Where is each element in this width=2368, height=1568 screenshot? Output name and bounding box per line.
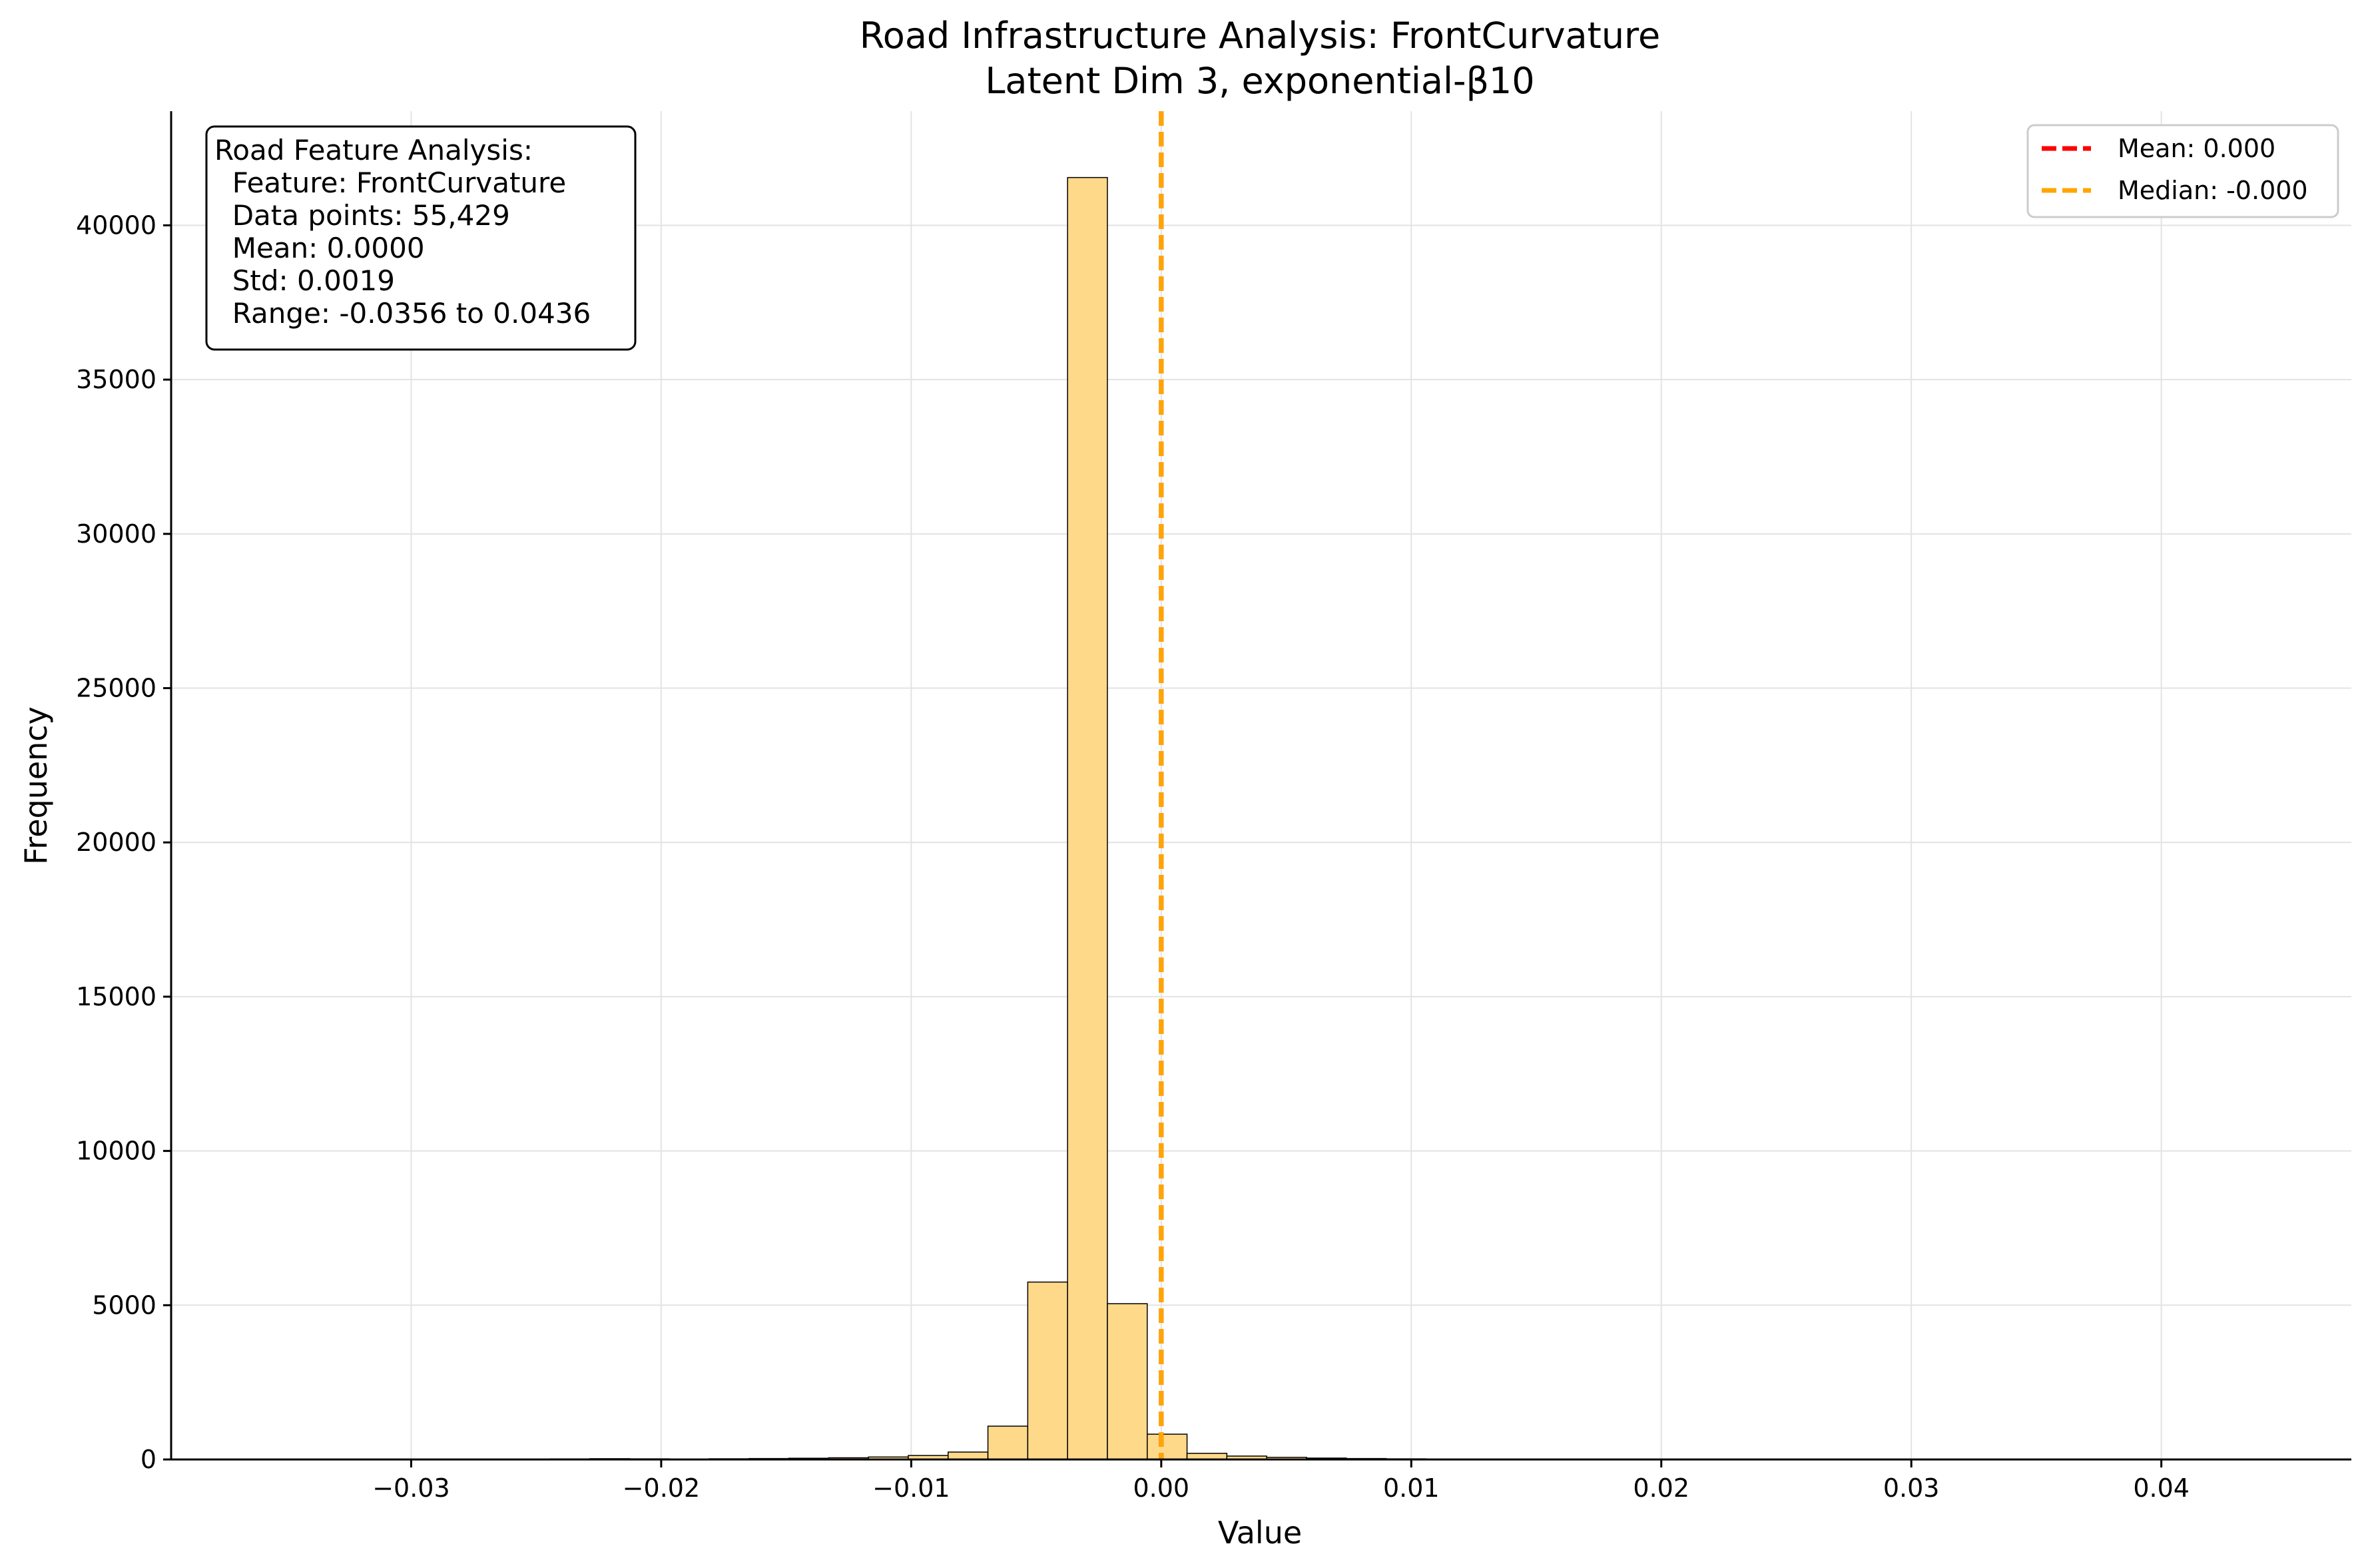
histogram-bar: [1067, 176, 1108, 1460]
chart-title: Road Infrastructure Analysis: FrontCurva…: [860, 15, 1661, 57]
stats-line: Road Feature Analysis:: [214, 134, 533, 166]
x-tick-label: 0.03: [1883, 1473, 1940, 1503]
y-axis-ticks: 0 5000 10000 15000 20000 25000 30000 35000 40000: [76, 210, 171, 1474]
histogram-bar: [1147, 1434, 1188, 1460]
legend-frame: [2026, 124, 2339, 218]
histogram-bars: [270, 176, 2263, 1460]
x-tick-label: −0.03: [372, 1473, 449, 1503]
stats-line: Range: -0.0356 to 0.0436: [214, 297, 591, 330]
legend-mean-label: Mean: 0.000: [2118, 134, 2275, 163]
histogram-bar: [987, 1426, 1029, 1460]
x-tick-label: −0.01: [872, 1473, 950, 1503]
x-tick-label: 0.02: [1633, 1473, 1689, 1503]
y-tick-label: 40000: [76, 210, 156, 240]
y-axis-label: Frequency: [18, 706, 54, 865]
histogram-bar: [1027, 1281, 1068, 1460]
y-tick-label: 25000: [76, 674, 156, 703]
x-tick-label: −0.02: [623, 1473, 700, 1503]
x-tick-label: 0.01: [1383, 1473, 1440, 1503]
histogram-bar: [948, 1451, 989, 1460]
stats-line: Data points: 55,429: [214, 199, 510, 232]
y-tick-label: 15000: [76, 982, 156, 1011]
y-tick-label: 20000: [76, 828, 156, 857]
y-tick-label: 0: [141, 1445, 156, 1474]
x-tick-label: 0.00: [1133, 1473, 1190, 1503]
y-tick-label: 10000: [76, 1137, 156, 1166]
y-tick-label: 35000: [76, 365, 156, 394]
y-tick-label: 5000: [92, 1290, 156, 1320]
x-axis-label: Value: [1218, 1515, 1302, 1551]
stats-line: Std: 0.0019: [214, 264, 395, 297]
chart-subtitle: Latent Dim 3, exponential-β10: [985, 60, 1534, 102]
stats-text: Road Feature Analysis: Feature: FrontCur…: [214, 134, 591, 330]
stats-box-frame: [205, 125, 637, 351]
histogram-bar: [1107, 1303, 1148, 1460]
x-axis-ticks: −0.03 −0.02 −0.01 0.00 0.01 0.02 0.03 0.04: [372, 1459, 2190, 1503]
stats-line: Mean: 0.0000: [214, 232, 425, 264]
stats-line: Feature: FrontCurvature: [214, 166, 566, 199]
y-tick-label: 30000: [76, 519, 156, 549]
legend: Mean: 0.000 Median: -0.000: [2026, 124, 2339, 218]
x-tick-label: 0.04: [2133, 1473, 2190, 1503]
legend-median-label: Median: -0.000: [2118, 176, 2308, 205]
stats-box: Road Feature Analysis: Feature: FrontCur…: [205, 125, 637, 351]
